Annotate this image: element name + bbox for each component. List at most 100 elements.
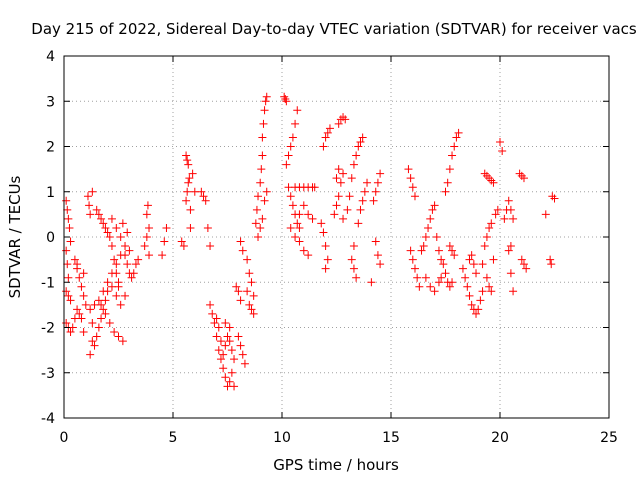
- data-point: [257, 165, 266, 174]
- data-point: [454, 128, 463, 137]
- grid: [64, 56, 609, 418]
- data-point: [546, 255, 555, 264]
- data-point: [185, 174, 194, 183]
- data-point: [112, 291, 121, 300]
- data-point: [66, 237, 75, 246]
- data-point: [506, 205, 515, 214]
- data-point: [319, 228, 328, 237]
- data-point: [70, 255, 79, 264]
- data-point: [509, 287, 518, 296]
- data-point: [262, 187, 271, 196]
- data-point: [410, 192, 419, 201]
- data-point: [472, 309, 481, 318]
- data-point: [349, 264, 358, 273]
- data-point: [547, 260, 556, 269]
- data-point: [197, 187, 206, 196]
- y-tick-label: 3: [46, 94, 55, 110]
- data-point: [232, 282, 241, 291]
- data-point: [304, 210, 313, 219]
- data-point: [472, 269, 481, 278]
- data-point: [343, 205, 352, 214]
- data-point: [134, 255, 143, 264]
- data-point: [112, 260, 121, 269]
- data-point: [321, 264, 330, 273]
- data-point: [110, 255, 119, 264]
- data-point: [260, 106, 269, 115]
- data-point: [461, 273, 470, 282]
- data-point: [434, 278, 443, 287]
- y-tick-label: -2: [41, 321, 55, 337]
- data-point: [116, 233, 125, 241]
- data-point: [347, 255, 356, 264]
- data-point: [79, 291, 88, 300]
- data-point: [487, 219, 496, 228]
- data-point: [216, 337, 225, 346]
- data-point: [86, 210, 95, 219]
- data-point: [452, 133, 461, 142]
- data-point: [81, 300, 90, 309]
- data-point: [478, 260, 487, 269]
- data-point: [212, 314, 221, 323]
- data-point: [234, 287, 243, 296]
- data-point: [243, 255, 252, 264]
- data-point: [428, 205, 437, 214]
- data-point: [367, 278, 376, 287]
- data-point: [249, 309, 258, 318]
- data-point: [291, 233, 300, 241]
- data-point: [227, 368, 236, 377]
- data-point: [415, 282, 424, 291]
- data-point: [408, 183, 417, 192]
- data-point: [256, 178, 265, 187]
- data-point: [203, 223, 212, 232]
- data-point: [295, 237, 304, 246]
- data-point: [373, 178, 382, 187]
- data-point: [179, 242, 188, 251]
- data-point: [437, 255, 446, 264]
- data-point: [238, 350, 247, 359]
- data-point: [485, 282, 494, 291]
- data-point: [245, 300, 254, 309]
- data-point: [230, 382, 239, 391]
- data-point: [256, 223, 265, 232]
- data-point: [63, 205, 72, 214]
- data-point: [496, 137, 504, 146]
- data-point: [184, 160, 193, 169]
- data-point: [506, 269, 515, 278]
- data-point: [406, 246, 415, 255]
- data-point: [66, 328, 75, 337]
- data-point: [234, 332, 243, 341]
- data-point: [158, 251, 167, 260]
- data-point: [434, 246, 443, 255]
- data-point: [145, 223, 154, 232]
- data-point: [282, 160, 291, 169]
- y-tick-label: 4: [46, 49, 55, 65]
- data-point: [97, 300, 106, 309]
- data-point: [258, 133, 267, 142]
- data-point: [519, 174, 528, 183]
- data-point: [376, 260, 385, 269]
- data-point: [288, 201, 297, 210]
- data-point: [371, 187, 380, 196]
- data-point: [465, 291, 474, 300]
- data-point: [73, 305, 82, 314]
- data-points: [62, 92, 559, 391]
- data-point: [291, 119, 300, 128]
- data-point: [182, 196, 191, 205]
- data-point: [183, 156, 192, 165]
- data-point: [509, 214, 518, 223]
- data-point: [404, 165, 413, 174]
- data-point: [317, 219, 326, 228]
- data-point: [236, 237, 245, 246]
- data-point: [410, 264, 419, 273]
- data-point: [116, 300, 125, 309]
- data-point: [406, 174, 415, 183]
- data-point: [445, 165, 454, 174]
- plot-frame: [63, 55, 610, 419]
- data-point: [243, 287, 252, 296]
- data-point: [310, 183, 319, 192]
- data-point: [99, 287, 108, 296]
- data-point: [504, 246, 513, 255]
- data-point: [319, 142, 328, 151]
- data-point: [356, 205, 365, 214]
- data-point: [330, 210, 339, 219]
